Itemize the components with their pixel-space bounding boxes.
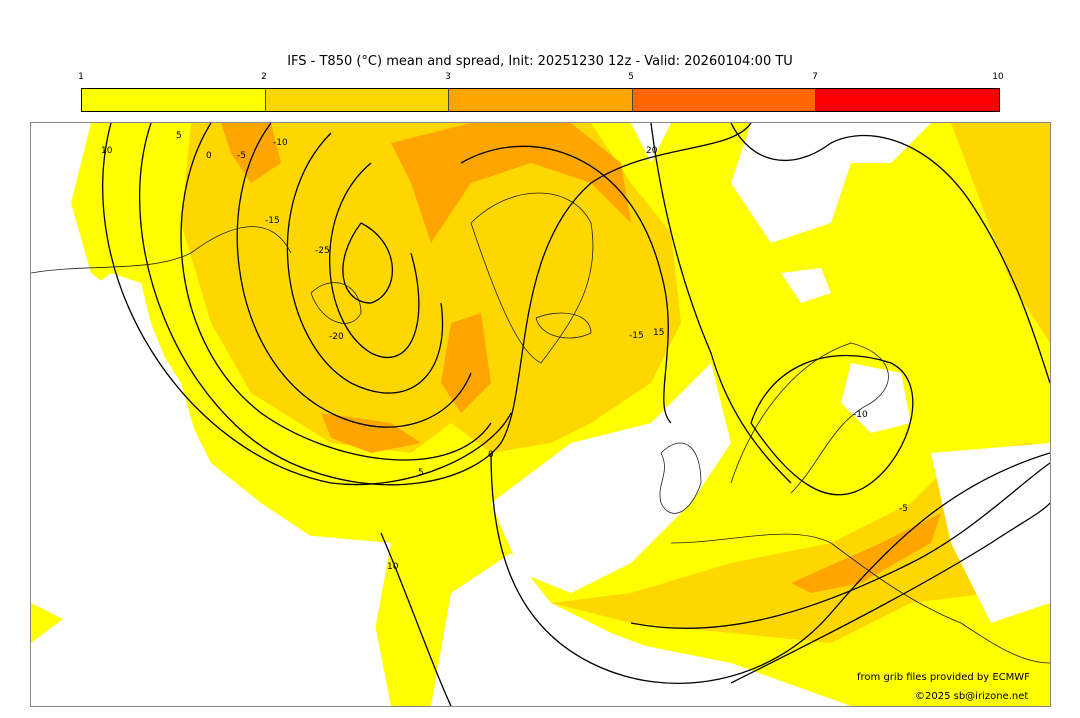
copyright-credit: ©2025 sb@irizone.net [915, 691, 1029, 702]
spread-area-orange [441, 313, 491, 413]
spread-area-orange [791, 513, 941, 593]
contour-line [630, 462, 1050, 629]
contour-line [650, 123, 792, 484]
contour-label: -25 [315, 246, 330, 256]
colorbar-bin-2-3 [265, 89, 450, 111]
contour-line [730, 123, 1050, 384]
contour-line [460, 145, 672, 424]
scandinavia-coast [730, 342, 889, 494]
contour-label: 5 [176, 131, 182, 141]
contour-label: -5 [899, 504, 908, 514]
low-spread-area [491, 363, 731, 593]
map-canvas: 10 5 0 -5 -10 -15 -20 -25 20 15 -10 -15 … [31, 123, 1050, 706]
colorbar-tick: 1 [78, 72, 84, 82]
contour-line [380, 532, 452, 706]
contour-line [490, 452, 1050, 685]
contour-label: -10 [273, 138, 288, 148]
spread-area-gold [551, 443, 1050, 643]
chart-title: IFS - T850 (°C) mean and spread, Init: 2… [287, 54, 793, 69]
contour-line [730, 502, 1050, 684]
colorbar-tick: 5 [628, 72, 634, 82]
contour-label: -5 [237, 151, 246, 161]
colorbar-bin-5-7 [632, 89, 817, 111]
spread-colorbar [81, 88, 1000, 112]
contour-label: -10 [853, 410, 868, 420]
low-spread-area [31, 273, 391, 706]
contour-line [750, 355, 914, 496]
contour-label: 20 [646, 146, 658, 156]
canada-coast [31, 226, 292, 274]
low-spread-area [751, 133, 851, 213]
contour-label: 0 [488, 450, 494, 460]
contour-label: 10 [101, 146, 113, 156]
contour-line [329, 162, 420, 359]
colorbar-tick: 2 [261, 72, 267, 82]
spread-area-orange [321, 413, 421, 453]
contour-line [286, 132, 444, 394]
contour-line [342, 222, 393, 304]
map-panel: 10 5 0 -5 -10 -15 -20 -25 20 15 -10 -15 … [30, 122, 1051, 707]
iceland-coast [535, 312, 592, 339]
spread-area-orange [391, 123, 631, 243]
greenland-coast [470, 192, 594, 364]
colorbar-bin-7-10 [816, 89, 999, 111]
contour-line [180, 123, 492, 461]
contour-label: 15 [653, 328, 664, 338]
contour-line [236, 123, 472, 428]
low-spread-areas [31, 133, 1050, 706]
contour-line [102, 123, 512, 486]
colorbar-tick: 3 [445, 72, 451, 82]
coastlines [31, 192, 1050, 664]
colorbar-bin-3-5 [449, 89, 633, 111]
contour-labels: 10 5 0 -5 -10 -15 -20 -25 20 15 -10 -15 … [101, 131, 908, 572]
contour-label: 5 [418, 468, 424, 478]
europe-coast [670, 533, 1050, 664]
low-spread-area [611, 633, 751, 706]
low-spread-area [781, 268, 831, 303]
british-isles-coast [659, 442, 702, 514]
colorbar-bin-1-2 [82, 89, 266, 111]
low-spread-area [841, 363, 911, 433]
spread-area-orange [221, 123, 281, 183]
low-spread-area [931, 443, 1050, 623]
t850-contours [102, 123, 1050, 706]
spread-area-gold [181, 123, 681, 453]
hudson-bay-coast [310, 282, 362, 324]
contour-label: -15 [265, 216, 280, 226]
contour-label: 10 [387, 562, 399, 572]
contour-label: 0 [206, 151, 212, 161]
colorbar-tick: 7 [812, 72, 818, 82]
colorbar-tick: 10 [992, 72, 1004, 82]
spread-area-gold [951, 123, 1050, 343]
contour-label: -15 [629, 331, 644, 341]
data-source-credit: from grib files provided by ECMWF [857, 672, 1030, 683]
spread-shading [31, 123, 1050, 706]
contour-label: -20 [329, 332, 344, 342]
